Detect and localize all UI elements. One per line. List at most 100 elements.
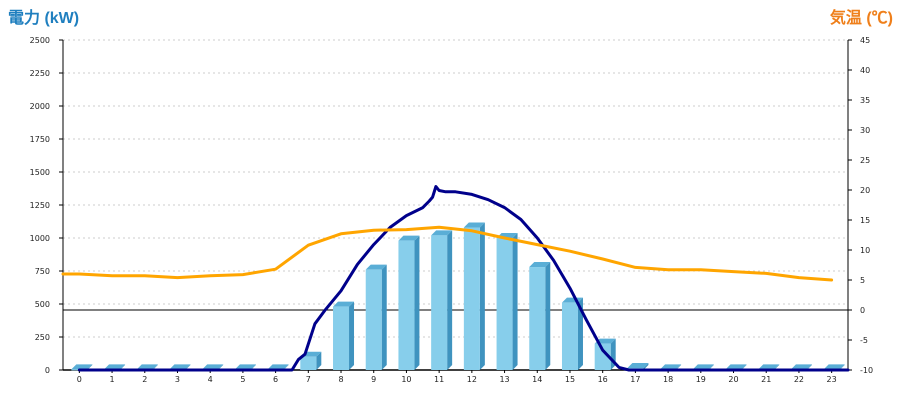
axes [59,39,852,373]
power-bar-front [300,356,317,370]
power-bar-front [594,343,611,370]
power-bar-front [431,235,448,370]
power-bar-top [365,264,387,270]
left-axis-tick-label: 1000 [30,234,50,243]
right-axis-tick-label: 35 [860,96,870,105]
power-bar-side [512,233,518,370]
power-bar-side [381,264,387,370]
right-axis-tick-label: 25 [860,156,870,165]
right-axis-tick-label: -10 [860,366,873,375]
x-axis-tick-label: 1 [110,375,115,384]
right-axis-tick-label: 0 [860,306,865,315]
power-bar-top [823,364,845,370]
x-axis-tick-label: 21 [761,375,771,384]
grid [63,39,848,338]
right-axis-tick-label: 15 [860,216,870,225]
x-axis-tick-label: 8 [338,375,343,384]
x-axis-tick-label: 18 [663,375,673,384]
power-bar-front [398,240,415,370]
left-axis-tick-label: 2000 [30,102,50,111]
power-bar-side [316,351,322,370]
left-axis-tick-label: 750 [35,267,50,276]
left-axis-tick-label: 2250 [30,69,50,78]
right-axis-tick-label: -5 [860,336,868,345]
power-bar-front [463,227,480,370]
right-axis-tick-label: 40 [860,66,870,75]
power-bar-top [104,364,126,370]
power-bar [398,235,420,370]
power-bar-top [431,230,453,236]
x-axis-tick-label: 4 [208,375,213,384]
power-bar [431,230,453,370]
power-bar [594,338,616,370]
power-bar-front [333,306,350,370]
x-axis-tick-label: 10 [401,375,411,384]
right-axis-tick-label: 20 [860,186,870,195]
x-axis-tick-label: 22 [794,375,804,384]
power-bar-top [529,262,551,268]
power-line [77,185,850,372]
power-bar-top [627,363,649,369]
right-axis-tick-label: 10 [860,246,870,255]
power-bar-side [414,235,420,370]
x-axis-tick-label: 9 [371,375,376,384]
temperature-line [61,225,834,282]
left-axis-tick-label: 2500 [30,36,50,45]
left-axis-tick-label: 0 [45,366,50,375]
x-axis-tick-label: 19 [696,375,706,384]
x-axis-tick-label: 7 [306,375,311,384]
power-bar-top [234,364,256,370]
right-axis-tick-label: 30 [860,126,870,135]
x-axis-tick-label: 23 [827,375,837,384]
power-bar-top [790,364,812,370]
power-bar-front [365,269,382,370]
power-bar-side [577,297,583,370]
left-axis-tick-label: 500 [35,300,50,309]
bar-series [71,222,845,371]
x-axis-tick-label: 2 [142,375,147,384]
x-axis-tick-label: 13 [499,375,509,384]
x-axis-tick-label: 20 [728,375,738,384]
tick-labels: 02505007501000125015001750200022502500-1… [30,36,873,384]
x-axis-tick-label: 16 [598,375,608,384]
power-bar-top [333,301,355,307]
power-bar [561,297,583,370]
x-axis-tick-label: 3 [175,375,180,384]
power-bar-top [202,364,224,370]
power-bar-side [447,230,453,370]
power-bar-side [479,222,485,370]
x-axis-tick-label: 15 [565,375,575,384]
x-axis-tick-label: 11 [434,375,444,384]
power-bar [463,222,485,370]
right-axis-title: 気温 (℃) [830,8,893,27]
power-bar [365,264,387,370]
power-bar-top [71,364,93,370]
left-axis-tick-label: 1500 [30,168,50,177]
power-bar-top [758,364,780,370]
power-bar-front [561,302,578,370]
x-axis-tick-label: 5 [240,375,245,384]
power-bar-front [496,238,513,370]
power-bar-top [660,364,682,370]
power-bar-side [545,262,551,370]
power-bar-front [529,267,546,370]
line-series [61,185,850,372]
power-bar [529,262,551,370]
x-axis-tick-label: 0 [77,375,82,384]
x-axis-tick-label: 6 [273,375,278,384]
left-axis-title: 電力 (kW) [8,8,79,27]
power-bar [333,301,355,370]
power-bar [496,233,518,370]
right-axis-tick-label: 5 [860,276,865,285]
power-bar-top [692,364,714,370]
left-axis-tick-label: 1250 [30,201,50,210]
power-bar-top [267,364,289,370]
x-axis-tick-label: 12 [467,375,477,384]
power-bar-side [643,363,649,370]
power-bar-side [349,301,355,370]
right-axis-tick-label: 45 [860,36,870,45]
left-axis-tick-label: 250 [35,333,50,342]
power-bar-top [398,235,420,241]
x-axis-tick-label: 14 [532,375,542,384]
